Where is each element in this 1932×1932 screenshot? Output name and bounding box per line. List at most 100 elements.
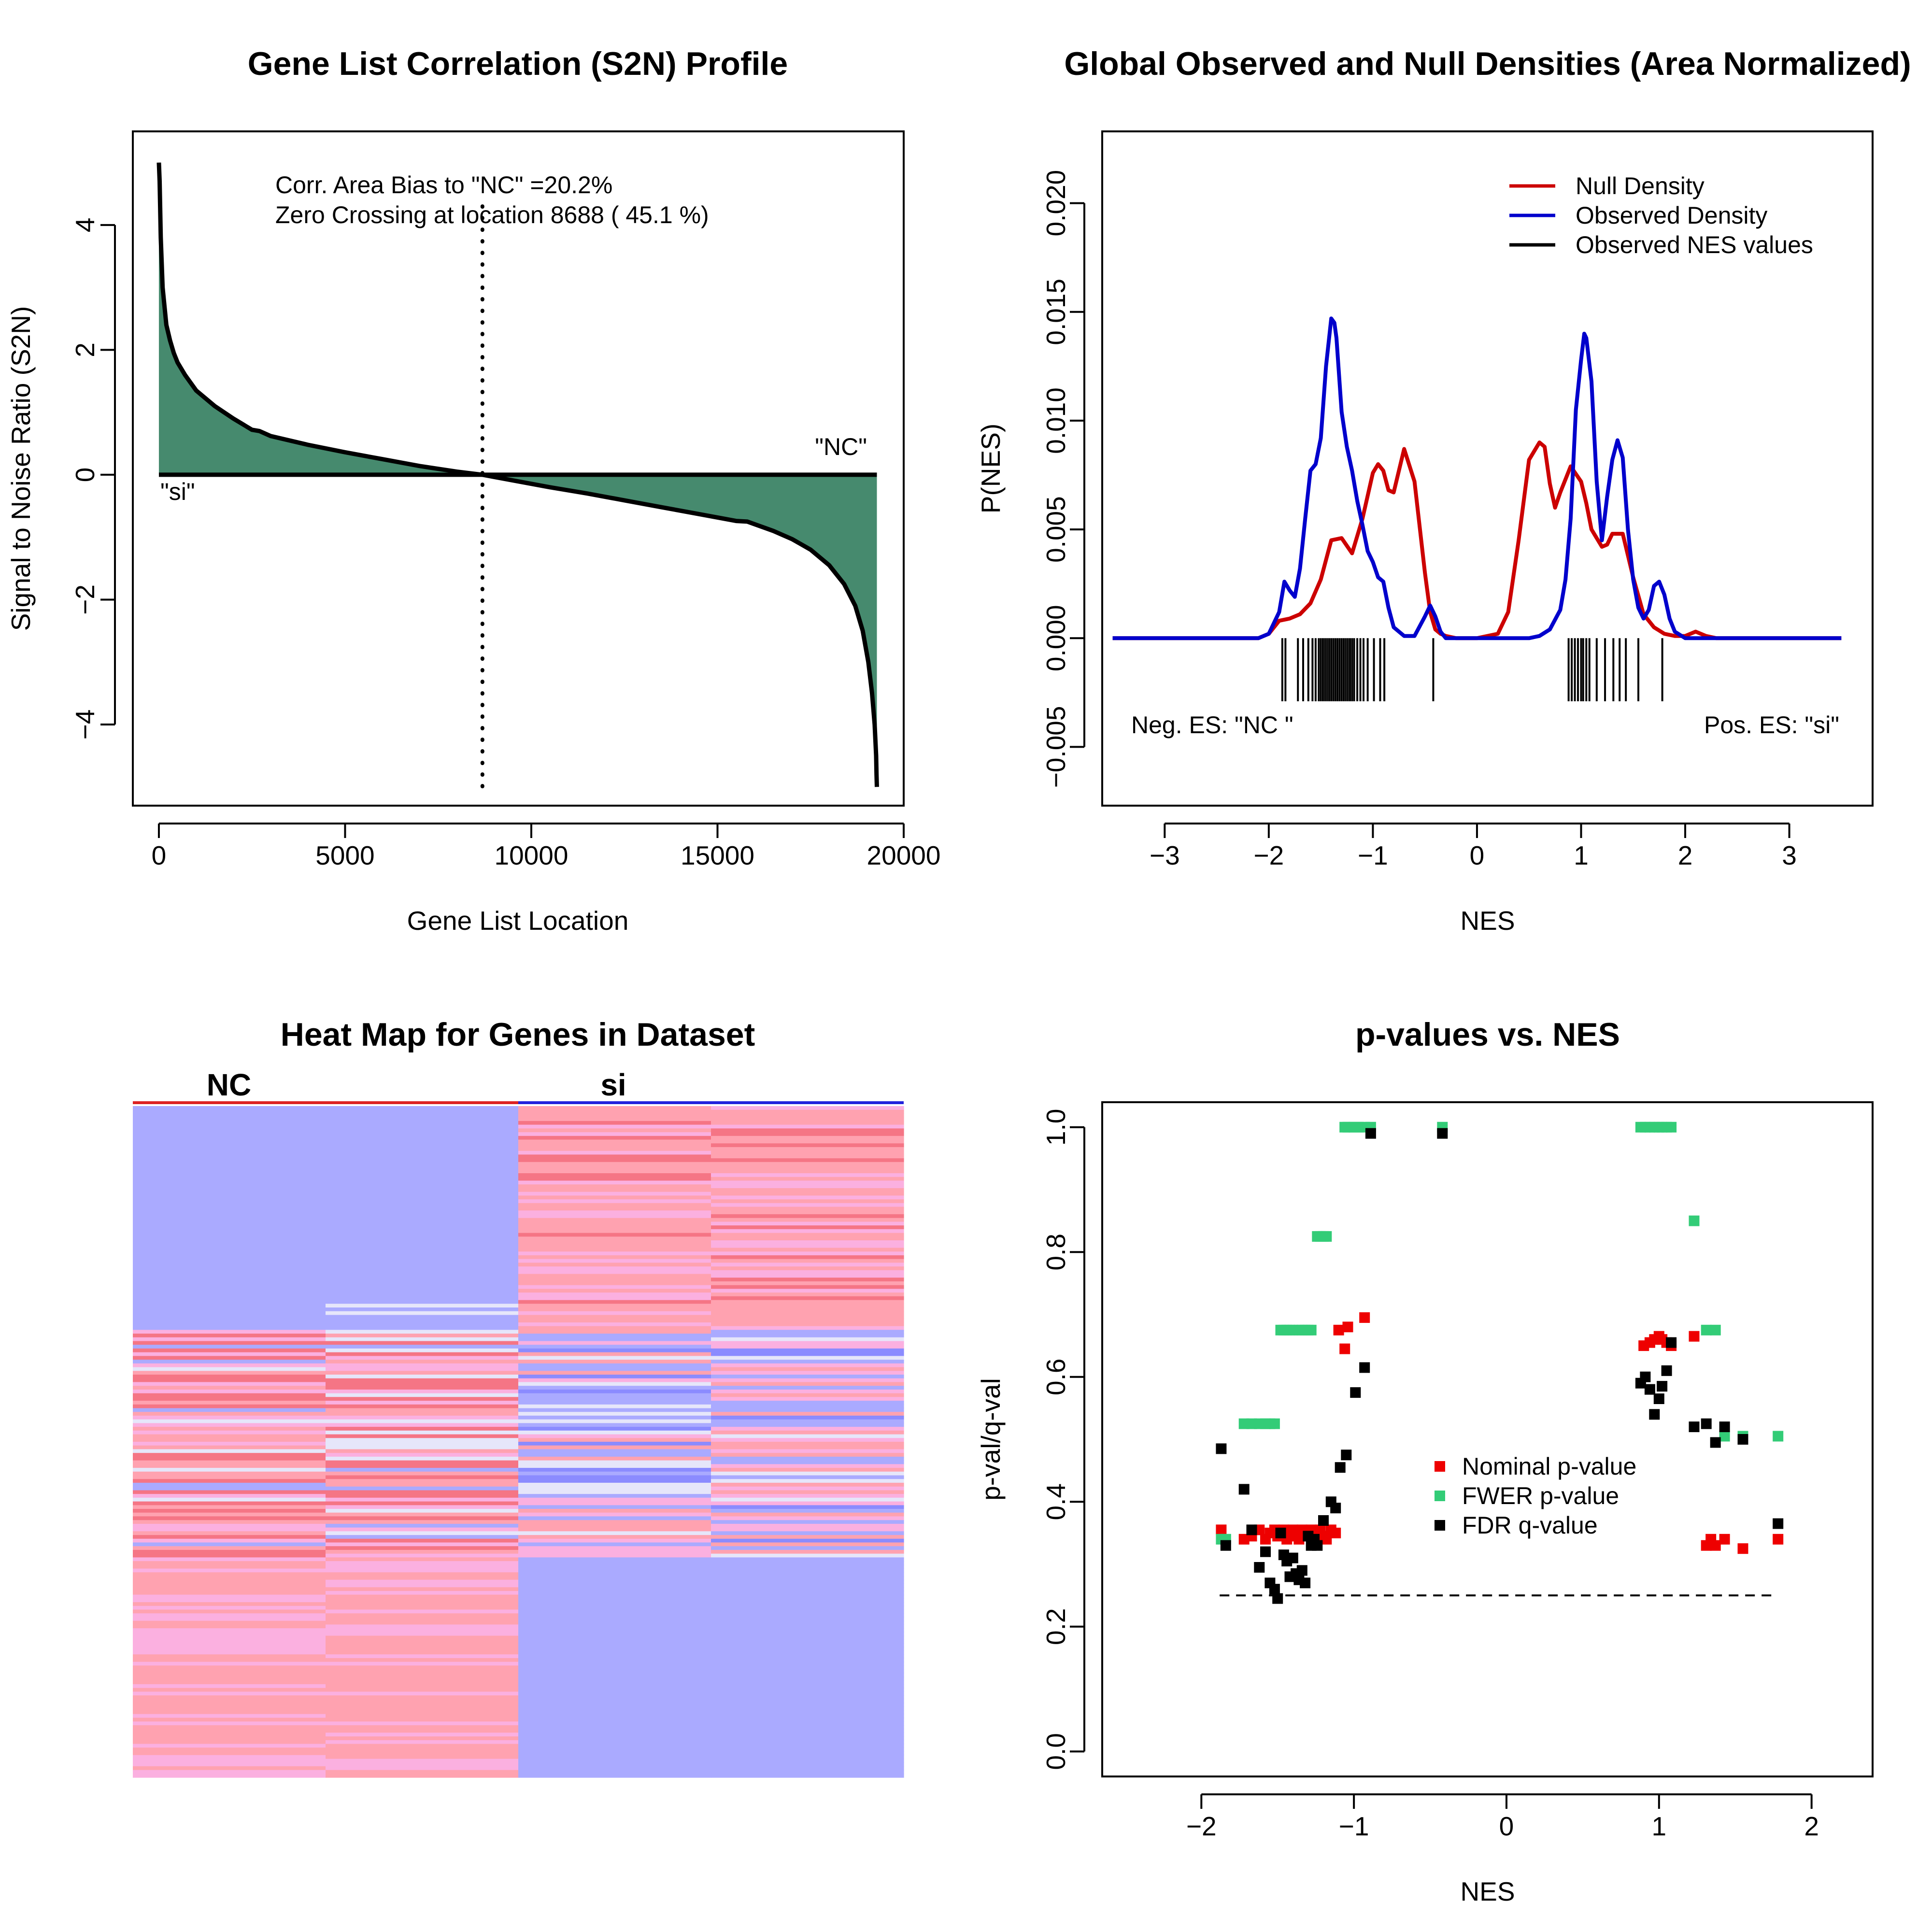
heatmap-cell bbox=[711, 1423, 904, 1427]
heatmap-cell bbox=[326, 1464, 519, 1468]
heatmap-cell bbox=[133, 1375, 326, 1379]
scatter-point bbox=[1330, 1527, 1341, 1538]
pvalue-panel: p-values vs. NES −2 −1 0 1 2 0.0 0.2 0.4 0.6 0.8… bbox=[976, 1016, 1874, 1906]
heatmap-cell bbox=[518, 1225, 711, 1230]
heatmap-cell bbox=[133, 1695, 326, 1700]
heatmap-cell bbox=[326, 1434, 519, 1438]
heatmap-cell bbox=[518, 1688, 711, 1692]
heatmap-cell bbox=[518, 1389, 711, 1394]
heatmap-cell bbox=[326, 1225, 519, 1230]
heatmap-cell bbox=[518, 1113, 711, 1118]
heatmap-cell bbox=[518, 1251, 711, 1256]
heatmap-cell bbox=[326, 1706, 519, 1711]
heatmap-cell bbox=[711, 1109, 904, 1114]
heatmap-cell bbox=[518, 1173, 711, 1178]
heatmap-cell bbox=[326, 1375, 519, 1379]
heatmap-cell bbox=[711, 1207, 904, 1211]
heatmap-cell bbox=[326, 1654, 519, 1659]
heatmap-cell bbox=[711, 1296, 904, 1301]
heatmap-cell bbox=[711, 1594, 904, 1599]
heatmap-cell bbox=[518, 1419, 711, 1424]
heatmap-cell bbox=[326, 1151, 519, 1155]
heatmap-cell bbox=[518, 1408, 711, 1412]
heatmap-cell bbox=[711, 1401, 904, 1405]
heatmap-cell bbox=[711, 1733, 904, 1737]
heatmap-cell bbox=[518, 1654, 711, 1659]
heatmap-cell bbox=[133, 1207, 326, 1211]
heatmap-cell bbox=[518, 1158, 711, 1163]
heatmap-cell bbox=[711, 1113, 904, 1118]
heatmap-cell bbox=[326, 1236, 519, 1241]
heatmap-cell bbox=[326, 1244, 519, 1249]
heatmap-cell bbox=[711, 1214, 904, 1219]
x-tick-label: 5000 bbox=[315, 840, 374, 870]
heatmap-cell bbox=[711, 1255, 904, 1260]
heatmap-cell bbox=[326, 1158, 519, 1163]
heatmap-cell bbox=[518, 1322, 711, 1327]
heatmap-cell bbox=[518, 1326, 711, 1330]
heatmap-cell bbox=[326, 1639, 519, 1644]
y-tick-label: −0.005 bbox=[1041, 706, 1071, 788]
heatmap-cell bbox=[326, 1598, 519, 1603]
heatmap-cell bbox=[518, 1587, 711, 1591]
heatmap-cell bbox=[326, 1453, 519, 1457]
scatter-point bbox=[1737, 1543, 1748, 1554]
heatmap-cell bbox=[518, 1360, 711, 1364]
heatmap-cell bbox=[133, 1393, 326, 1397]
heatmap-cell bbox=[711, 1762, 904, 1767]
heatmap-cell bbox=[518, 1613, 711, 1618]
heatmap-cell bbox=[711, 1673, 904, 1677]
heatmap-cell bbox=[518, 1699, 711, 1704]
scatter-point bbox=[1710, 1324, 1721, 1335]
heatmap-cell bbox=[518, 1393, 711, 1397]
heatmap-cell bbox=[326, 1106, 519, 1110]
heatmap-cell bbox=[518, 1456, 711, 1461]
heatmap-cell bbox=[518, 1165, 711, 1170]
heatmap-cell bbox=[711, 1598, 904, 1603]
heatmap-cell bbox=[711, 1546, 904, 1550]
heatmap-cell bbox=[326, 1404, 519, 1409]
heatmap-cell bbox=[326, 1572, 519, 1577]
heatmap-cell bbox=[711, 1334, 904, 1338]
heatmap-cell bbox=[133, 1747, 326, 1752]
heatmap-cell bbox=[711, 1527, 904, 1532]
x-axis: −2 −1 0 1 2 bbox=[1186, 1793, 1819, 1841]
heatmap-cell bbox=[518, 1151, 711, 1155]
heatmap-cell bbox=[133, 1509, 326, 1513]
heatmap-cell bbox=[133, 1576, 326, 1580]
heatmap-cell bbox=[326, 1579, 519, 1584]
heatmap-cell bbox=[518, 1602, 711, 1606]
heatmap-cell bbox=[711, 1449, 904, 1453]
heatmap-cell bbox=[133, 1587, 326, 1591]
heatmap-cell bbox=[518, 1397, 711, 1401]
heatmap-cell bbox=[711, 1322, 904, 1327]
heatmap-cell bbox=[326, 1192, 519, 1196]
y-tick-label: 0.4 bbox=[1041, 1483, 1071, 1520]
heatmap-cell bbox=[133, 1165, 326, 1170]
heatmap-cell bbox=[518, 1710, 711, 1715]
heatmap-cell bbox=[711, 1725, 904, 1730]
heatmap-cell bbox=[518, 1479, 711, 1483]
heatmap-cell bbox=[518, 1386, 711, 1390]
heatmap-cell bbox=[133, 1382, 326, 1386]
heatmap-cell bbox=[133, 1281, 326, 1286]
heatmap-cell bbox=[326, 1255, 519, 1260]
heatmap-cell bbox=[326, 1699, 519, 1704]
heatmap-cell bbox=[326, 1628, 519, 1633]
heatmap-cell bbox=[133, 1744, 326, 1748]
heatmap-cell bbox=[326, 1576, 519, 1580]
heatmap-cell bbox=[326, 1128, 519, 1133]
heatmap-cell bbox=[518, 1121, 711, 1125]
x-tick-label: 2 bbox=[1804, 1811, 1819, 1841]
heatmap-cell bbox=[711, 1729, 904, 1733]
scatter-point bbox=[1272, 1593, 1283, 1604]
heatmap-cell bbox=[133, 1404, 326, 1409]
heatmap-cell bbox=[711, 1259, 904, 1263]
scatter-point bbox=[1657, 1381, 1668, 1392]
heatmap-cell bbox=[711, 1132, 904, 1136]
heatmap-cell bbox=[133, 1520, 326, 1524]
x-axis: −3 −2 −1 0 1 2 3 bbox=[1150, 823, 1797, 870]
heatmap-cell bbox=[326, 1352, 519, 1357]
heatmap-cell bbox=[518, 1549, 711, 1554]
heatmap-cell bbox=[133, 1412, 326, 1416]
